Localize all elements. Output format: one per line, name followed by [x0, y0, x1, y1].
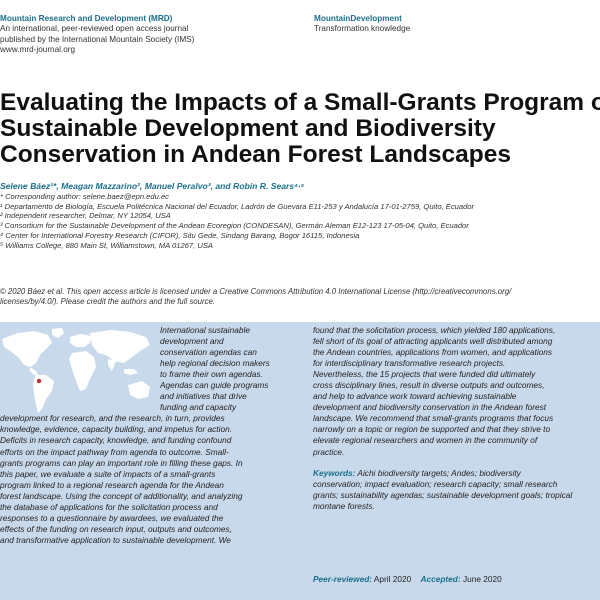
abstract-line: narrowly on a topic or region be support… [313, 424, 551, 435]
journal-url[interactable]: www.mrd-journal.org [0, 45, 76, 55]
journal-desc-1: An international, peer-reviewed open acc… [0, 24, 189, 34]
accepted-date: June 2020 [462, 574, 502, 584]
keywords-text: Aichi biodiversity targets; Andes; biodi… [357, 467, 521, 478]
abstract-line: landscape. We recommend that small-grant… [313, 413, 554, 424]
license-line: licenses/by/4.0/). Please credit the aut… [0, 297, 215, 307]
affiliation: ² Independent researcher, Delmar, NY 120… [0, 211, 171, 221]
abstract-panel [0, 322, 600, 600]
abstract-line: and help to advance work toward achievin… [313, 391, 517, 402]
affiliation: ¹ Departamento de Biología, Escuela Poli… [0, 201, 475, 211]
abstract-line: knowledge, evidence, capacity building, … [0, 424, 232, 435]
abstract-line: cross disciplinary lines, result in dive… [313, 380, 545, 391]
abstract-line: found that the solicitation process, whi… [313, 325, 556, 335]
title-line: Sustainable Development and Biodiversity [0, 115, 496, 142]
abstract-line: to frame their own agendas. [160, 369, 263, 380]
title-line: Conservation in Andean Forest Landscapes [0, 141, 511, 168]
abstract-line: elevate regional researchers and women i… [313, 435, 538, 446]
keywords-line: grants; sustainability agendas; sustaina… [313, 489, 573, 500]
abstract-left-column: International sustainable development an… [0, 325, 301, 546]
keywords-label: Keywords: [313, 467, 356, 478]
section-name: MountainDevelopment [314, 14, 402, 23]
affiliation: ⁵ Williams College, 880 Main St, William… [0, 240, 213, 250]
abstract-line: Nevertheless, the 15 projects that were … [313, 369, 536, 380]
affiliation: ³ Consortium for the Sustainable Develop… [0, 221, 469, 231]
abstract-right-column: found that the solicitation process, whi… [313, 325, 600, 512]
spacer [313, 458, 600, 468]
accepted-label: Accepted: [420, 574, 461, 584]
abstract-line: responses to a questionnaire by awardees… [0, 512, 224, 523]
abstract-line: the Andean countries, applications from … [313, 347, 553, 358]
affiliation: ⁴ Center for International Forestry Rese… [0, 230, 360, 240]
journal-header: Mountain Research and Development (MRD) … [0, 14, 300, 56]
abstract-line: help regional decision makers [160, 358, 270, 369]
peer-reviewed-label: Peer-reviewed: [313, 574, 373, 584]
abstract-line: effects of the funding on research input… [0, 523, 233, 534]
abstract-line: development for research, and the resear… [0, 413, 225, 424]
affiliations: * Corresponding author: selene.baez@epn.… [0, 192, 600, 250]
section-header: MountainDevelopment Transformation knowl… [314, 14, 594, 35]
abstract-line: fell short of its goal of attracting app… [313, 336, 553, 347]
keywords-line: montane forests. [313, 500, 375, 511]
abstract-line: development and [160, 336, 224, 347]
keywords-line: conservation; impact evaluation; researc… [313, 478, 558, 489]
abstract-line: the database of applications for the sol… [0, 501, 218, 512]
article-title: Evaluating the Impacts of a Small-Grants… [0, 90, 600, 168]
world-map-icon [2, 328, 150, 413]
section-sub: Transformation knowledge [314, 24, 411, 34]
abstract-line: development and biodiversity conservatio… [313, 402, 547, 413]
title-line: Evaluating the Impacts of a Small-Grants… [0, 89, 600, 116]
license-line: © 2020 Báez et al. This open access arti… [0, 287, 512, 296]
abstract-line: practice. [313, 446, 345, 457]
abstract-line: this paper, we evaluate a suite of impac… [0, 468, 216, 479]
abstract-line: conservation agendas can [160, 347, 257, 358]
review-dates: Peer-reviewed: April 2020 Accepted: June… [313, 574, 600, 585]
abstract-line: program linked to a regional research ag… [0, 479, 224, 490]
abstract-line: forest landscape. Using the concept of a… [0, 490, 243, 501]
journal-name: Mountain Research and Development (MRD) [0, 14, 173, 23]
abstract-line: funding and capacity [160, 402, 237, 413]
abstract-line: for interdisciplinary transformative res… [313, 358, 506, 369]
keywords-line: Keywords: Aichi biodiversity targets; An… [313, 468, 600, 479]
abstract-line: grants programs can play an important ro… [0, 457, 243, 468]
abstract-line: and transformative application to sustai… [0, 534, 231, 545]
journal-desc-2: published by the International Mountain … [0, 34, 195, 44]
abstract-line: efforts on the impact pathway from agend… [0, 446, 229, 457]
license-notice: © 2020 Báez et al. This open access arti… [0, 287, 600, 308]
corresponding-author: * Corresponding author: selene.baez@epn.… [0, 192, 169, 201]
abstract-line: Agendas can guide programs [160, 380, 269, 391]
abstract-line: Deficits in research capacity, knowledge… [0, 435, 232, 446]
abstract-line: and initiatives that drive [160, 391, 247, 402]
peer-reviewed-date: April 2020 [373, 574, 412, 584]
abstract-line: International sustainable [160, 325, 250, 335]
author-list: Selene Báez¹*, Meagan Mazzarino², Manuel… [0, 181, 305, 191]
